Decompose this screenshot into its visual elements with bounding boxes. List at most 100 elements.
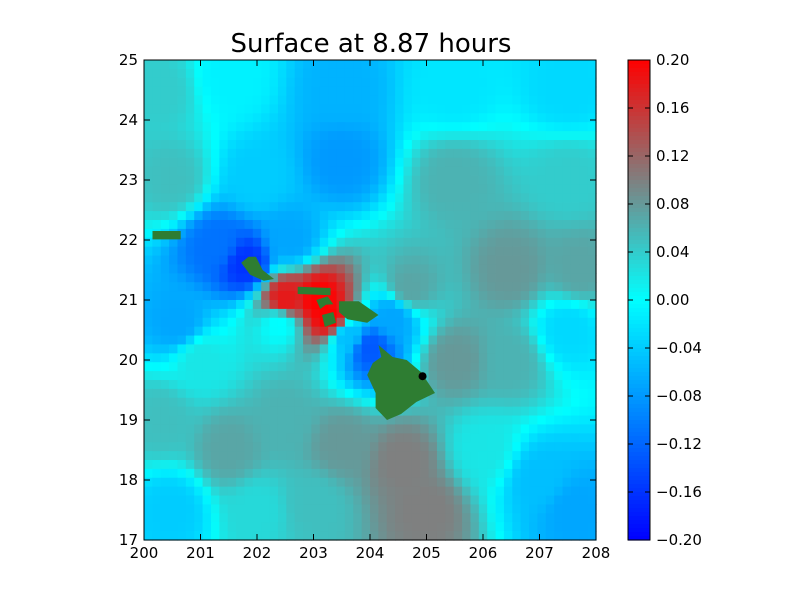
heatmap-cell bbox=[261, 95, 271, 106]
heatmap-cell bbox=[261, 148, 271, 159]
heatmap-cell bbox=[336, 380, 346, 390]
heatmap-cell bbox=[453, 113, 463, 123]
heatmap-cell bbox=[386, 140, 396, 150]
heatmap-cell bbox=[169, 264, 179, 274]
heatmap-cell bbox=[587, 166, 597, 177]
heatmap-cell bbox=[420, 291, 430, 301]
heatmap-cell bbox=[428, 433, 438, 443]
heatmap-cell bbox=[303, 113, 313, 123]
heatmap-cell bbox=[261, 131, 271, 141]
heatmap-cell bbox=[478, 317, 488, 328]
heatmap-cell bbox=[554, 264, 564, 274]
heatmap-cell bbox=[244, 175, 254, 186]
heatmap-cell bbox=[269, 184, 279, 194]
heatmap-cell bbox=[344, 122, 354, 132]
heatmap-cell bbox=[411, 353, 421, 363]
heatmap-cell bbox=[160, 246, 170, 257]
heatmap-cell bbox=[487, 424, 497, 434]
heatmap-cell bbox=[152, 522, 162, 532]
heatmap-cell bbox=[152, 60, 162, 70]
heatmap-cell bbox=[210, 246, 220, 257]
heatmap-cell bbox=[194, 273, 204, 283]
heatmap-cell bbox=[428, 237, 438, 248]
heatmap-cell bbox=[210, 166, 220, 177]
heatmap-cell bbox=[453, 406, 463, 417]
heatmap-cell bbox=[303, 397, 313, 408]
heatmap-cell bbox=[529, 362, 539, 372]
heatmap-cell bbox=[269, 344, 279, 354]
heatmap-cell bbox=[177, 291, 187, 301]
heatmap-cell bbox=[545, 495, 555, 506]
heatmap-cell bbox=[403, 86, 413, 97]
heatmap-cell bbox=[261, 486, 271, 497]
heatmap-cell bbox=[160, 255, 170, 266]
heatmap-cell bbox=[344, 362, 354, 372]
heatmap-cell bbox=[311, 344, 321, 354]
heatmap-cell bbox=[294, 166, 304, 177]
heatmap-cell bbox=[277, 291, 287, 301]
colorbar-segment bbox=[628, 252, 650, 257]
colorbar-segment bbox=[628, 264, 650, 269]
heatmap-cell bbox=[570, 228, 580, 239]
heatmap-cell bbox=[152, 95, 162, 106]
heatmap-cell bbox=[453, 468, 463, 479]
heatmap-cell bbox=[579, 300, 589, 310]
heatmap-cell bbox=[403, 131, 413, 141]
heatmap-cell bbox=[344, 264, 354, 274]
heatmap-cells bbox=[144, 60, 597, 541]
heatmap-cell bbox=[210, 344, 220, 354]
heatmap-cell bbox=[537, 522, 547, 532]
x-tick-label: 208 bbox=[582, 544, 611, 562]
heatmap-cell bbox=[344, 166, 354, 177]
heatmap-cell bbox=[294, 255, 304, 266]
heatmap-cell bbox=[495, 68, 505, 79]
heatmap-cell bbox=[545, 255, 555, 266]
heatmap-cell bbox=[579, 264, 589, 274]
heatmap-cell bbox=[210, 140, 220, 150]
heatmap-cell bbox=[294, 531, 304, 541]
heatmap-cell bbox=[403, 60, 413, 70]
heatmap-cell bbox=[319, 477, 329, 488]
heatmap-cell bbox=[562, 273, 572, 283]
heatmap-cell bbox=[512, 220, 522, 230]
heatmap-cell bbox=[570, 60, 580, 70]
heatmap-cell bbox=[261, 308, 271, 319]
heatmap-cell bbox=[319, 273, 329, 283]
heatmap-cell bbox=[177, 353, 187, 363]
heatmap-cell bbox=[512, 60, 522, 70]
heatmap-cell bbox=[219, 68, 229, 79]
heatmap-cell bbox=[294, 388, 304, 399]
heatmap-cell bbox=[160, 504, 170, 514]
heatmap-cell bbox=[495, 415, 505, 426]
heatmap-cell bbox=[169, 442, 179, 452]
heatmap-cell bbox=[545, 237, 555, 248]
heatmap-cell bbox=[160, 486, 170, 497]
heatmap-cell bbox=[160, 522, 170, 532]
heatmap-cell bbox=[160, 362, 170, 372]
heatmap-cell bbox=[261, 175, 271, 186]
heatmap-cell bbox=[219, 513, 229, 523]
heatmap-cell bbox=[537, 344, 547, 354]
heatmap-cell bbox=[361, 273, 371, 283]
heatmap-cell bbox=[562, 104, 572, 114]
heatmap-cell bbox=[420, 495, 430, 506]
heatmap-cell bbox=[554, 415, 564, 426]
heatmap-cell bbox=[286, 451, 296, 461]
heatmap-cell bbox=[361, 264, 371, 274]
heatmap-cell bbox=[344, 531, 354, 541]
heatmap-cell bbox=[277, 113, 287, 123]
heatmap-cell bbox=[395, 433, 405, 443]
heatmap-cell bbox=[252, 175, 262, 186]
heatmap-cell bbox=[319, 531, 329, 541]
heatmap-cell bbox=[495, 308, 505, 319]
heatmap-cell bbox=[579, 166, 589, 177]
heatmap-cell bbox=[562, 477, 572, 488]
heatmap-cell bbox=[311, 300, 321, 310]
heatmap-cell bbox=[545, 184, 555, 194]
heatmap-cell bbox=[294, 486, 304, 497]
heatmap-cell bbox=[370, 495, 379, 506]
heatmap-cell bbox=[545, 86, 555, 97]
heatmap-cell bbox=[470, 166, 480, 177]
heatmap-cell bbox=[386, 148, 396, 159]
heatmap-cell bbox=[336, 140, 346, 150]
